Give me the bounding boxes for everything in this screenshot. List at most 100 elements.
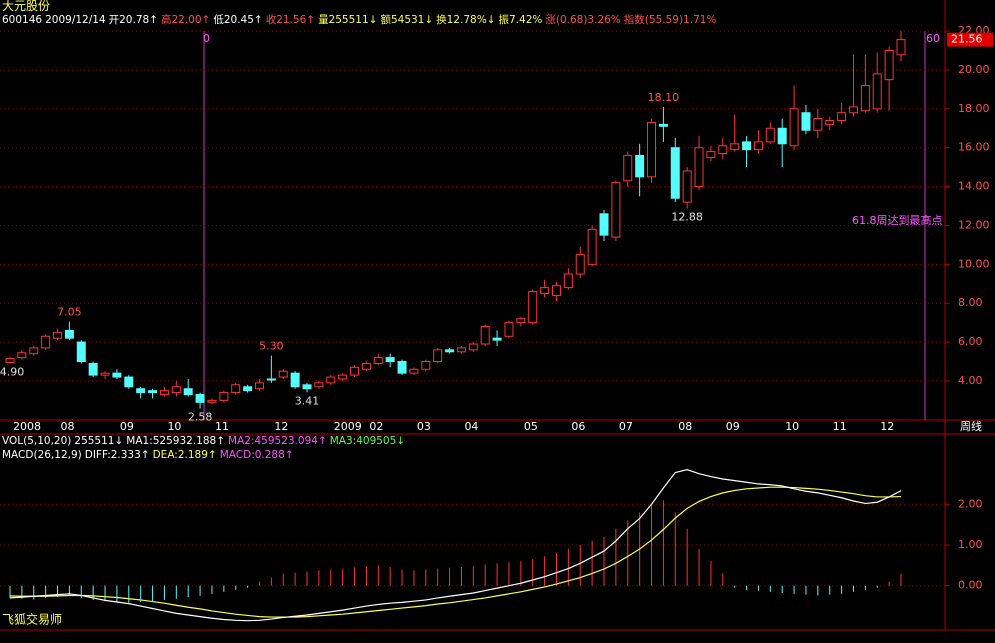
candle-body xyxy=(64,329,74,339)
y-tick-label: 10.00 xyxy=(958,257,990,270)
candle-body xyxy=(445,349,455,353)
y-tick-label: 12.00 xyxy=(958,218,990,231)
y-tick-label: 0.00 xyxy=(958,579,983,592)
header-item: 255511↓ xyxy=(74,435,124,447)
candle-body xyxy=(789,108,799,147)
x-tick-label: 10 xyxy=(167,420,181,433)
candle-body xyxy=(777,127,787,145)
last-price: 21.56 xyxy=(951,33,983,46)
candle-body xyxy=(480,326,490,345)
header-item: DIFF:2.333↑ xyxy=(84,449,150,461)
candle-body xyxy=(100,372,110,376)
extreme-label: 7.05 xyxy=(57,306,82,319)
candle-body xyxy=(825,119,835,125)
candle-body xyxy=(563,273,573,289)
x-tick-label: 09 xyxy=(726,420,740,433)
candle-body xyxy=(813,118,823,131)
footer: 飞狐交易师 xyxy=(2,612,62,627)
candle-body xyxy=(5,358,15,363)
extreme-label: 18.10 xyxy=(648,91,680,104)
x-tick-label: 12 xyxy=(274,420,288,433)
candle-body xyxy=(647,121,657,178)
macd-header: MACD(26,12,9) DIFF:2.333↑ DEA:2.189↑ MACD:0… xyxy=(2,449,297,462)
header-item: MA1:525932.188↑ xyxy=(126,435,226,447)
candle-body xyxy=(433,349,443,362)
candle-body xyxy=(231,384,241,394)
time-line-label: 0 xyxy=(203,32,210,45)
x-tick-label: 05 xyxy=(524,420,538,433)
candle-body xyxy=(730,143,740,151)
extreme-label: 4.90 xyxy=(0,365,24,378)
header-item: 高22.00↑ xyxy=(160,14,211,26)
candle-body xyxy=(290,372,300,388)
x-tick-label: 08 xyxy=(678,420,692,433)
y-tick-label: 14.00 xyxy=(958,180,990,193)
candle-body xyxy=(635,154,645,178)
header-item: 开20.78↑ xyxy=(108,14,158,26)
candle-body xyxy=(29,347,39,355)
x-tick-label: 12 xyxy=(880,420,894,433)
candle-body xyxy=(183,388,193,396)
header-item: 振7.42% xyxy=(498,14,543,26)
header-item: DEA:2.189↑ xyxy=(152,449,217,461)
candle-body xyxy=(587,228,597,265)
y-tick-label: 6.00 xyxy=(958,335,983,348)
candle-body xyxy=(896,39,906,56)
x-tick-label: 2009 xyxy=(334,420,362,433)
candle-body xyxy=(623,154,633,182)
candle-body xyxy=(17,352,27,359)
x-tick-label: 10 xyxy=(785,420,799,433)
candle-body xyxy=(112,372,122,378)
candle-body xyxy=(837,112,847,121)
candle-body xyxy=(385,357,395,362)
candle-body xyxy=(753,141,763,151)
extreme-label: 2.58 xyxy=(188,411,213,424)
candle-body xyxy=(670,147,680,199)
candle-body xyxy=(528,291,538,324)
extreme-label: 3.41 xyxy=(295,394,320,407)
header-item: VOL(5,10,20) xyxy=(2,435,72,447)
last-price-box xyxy=(947,32,993,47)
candle-body xyxy=(551,285,561,296)
header-item: 量255511↓ xyxy=(318,14,378,26)
header-item: 换12.78%↓ xyxy=(436,14,496,26)
x-tick-label: 03 xyxy=(417,420,431,433)
candle-body xyxy=(171,386,181,394)
x-tick-label: 02 xyxy=(369,420,383,433)
candle-body xyxy=(694,147,704,188)
candle-body xyxy=(124,376,134,388)
candle-body xyxy=(361,362,371,370)
header-item: 2009/12/14 xyxy=(45,14,106,26)
candle-body xyxy=(397,360,407,374)
header-item: 低20.45↑ xyxy=(213,14,263,26)
x-tick-label: 11 xyxy=(215,420,229,433)
candle-body xyxy=(611,182,621,238)
header-item: MA3:409505↓ xyxy=(329,435,406,447)
vol-header: VOL(5,10,20) 255511↓ MA1:525932.188↑ MA2:45… xyxy=(2,435,408,448)
x-tick-label: 11 xyxy=(833,420,847,433)
extreme-label: 5.30 xyxy=(259,340,284,353)
candle-body xyxy=(468,343,478,351)
candle-body xyxy=(373,357,383,364)
candle-body xyxy=(266,378,276,381)
candle-body xyxy=(658,123,668,127)
x-tick-label: 09 xyxy=(120,420,134,433)
x-tick-label: 2008 xyxy=(13,420,41,433)
extreme-label: 12.88 xyxy=(671,210,703,223)
diff-line xyxy=(9,469,902,622)
candle-body xyxy=(254,382,264,390)
quote-header: 600146 2009/12/14 开20.78↑ 高22.00↑ 低20.45↑ 收21… xyxy=(2,14,719,27)
x-tick-label: 04 xyxy=(464,420,478,433)
candle-body xyxy=(504,322,514,337)
x-tick-label: 07 xyxy=(619,420,633,433)
candle-body xyxy=(540,287,550,294)
annotation: 61.8周达到最高点 xyxy=(852,213,943,227)
stock-title: 大元股份 xyxy=(2,0,51,13)
header-item: MACD:0.288↑ xyxy=(219,449,294,461)
candle-body xyxy=(742,141,752,151)
candle-body xyxy=(456,347,466,353)
candle-body xyxy=(516,318,526,324)
candle-body xyxy=(326,376,336,384)
candle-body xyxy=(884,50,894,81)
